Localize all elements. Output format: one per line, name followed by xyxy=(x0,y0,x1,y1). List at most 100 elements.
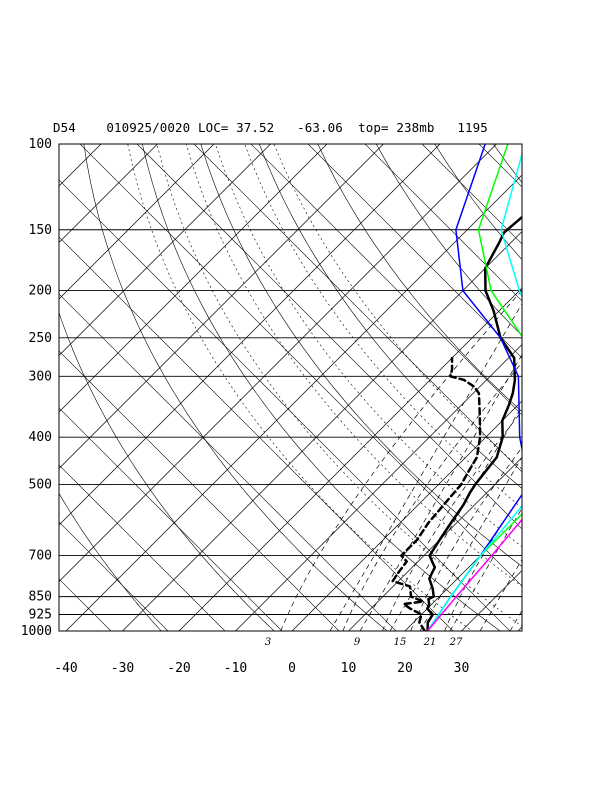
mixing-ratio-line xyxy=(509,609,522,631)
mixing-ratio-line xyxy=(389,405,522,631)
datetime: 010925/0020 xyxy=(106,120,191,135)
isotherm-line xyxy=(461,570,522,631)
pressure-tick-label: 500 xyxy=(29,477,52,492)
pressure-tick-label: 1000 xyxy=(21,624,52,639)
pressure-tick-label: 200 xyxy=(29,284,52,299)
reference-line xyxy=(79,144,522,587)
isotherm-line xyxy=(404,513,522,631)
dry-adiabat-line xyxy=(59,492,162,631)
background-lines xyxy=(0,131,612,691)
reference-line xyxy=(580,131,612,691)
reference-line xyxy=(59,407,283,631)
mixing-ratio-line xyxy=(479,558,522,631)
dry-adiabat-line xyxy=(0,144,56,641)
temperature-tick-label: -30 xyxy=(111,661,134,676)
isobars xyxy=(59,143,522,632)
plot-frame xyxy=(58,143,523,632)
reference-line xyxy=(59,350,340,631)
temperature-tick-label: 20 xyxy=(397,661,413,676)
mixing-ratio-label: 9 xyxy=(354,637,361,648)
isotherm-line xyxy=(59,144,441,526)
isotherm-line xyxy=(291,400,522,631)
mixing-ratio-line xyxy=(449,507,522,631)
latitude: 37.52 xyxy=(236,120,275,135)
reference-line xyxy=(307,144,522,359)
temperature-tick-label: 30 xyxy=(454,661,470,676)
top-value: 238mb xyxy=(396,120,435,135)
data-lines xyxy=(391,144,522,631)
dry-adiabat-line xyxy=(259,144,522,489)
reference-line xyxy=(59,464,226,631)
model-profile-line xyxy=(426,151,522,631)
pressure-tick-label: 700 xyxy=(29,549,52,564)
longitude: -63.06 xyxy=(297,120,343,135)
sounding-header: D54 010925/0020 LOC= 37.52 -63.06 top= 2… xyxy=(53,120,488,135)
temperature-tick-label: -40 xyxy=(54,661,77,676)
reference-line xyxy=(59,179,511,631)
reference-line xyxy=(250,144,522,416)
moist-adiabat-line xyxy=(273,144,522,470)
pressure-tick-label: 250 xyxy=(29,331,52,346)
pressure-tick-label: 850 xyxy=(29,590,52,605)
mixing-ratio-line xyxy=(280,290,522,631)
isotherm-line xyxy=(348,457,522,631)
model-profile-line xyxy=(426,518,522,631)
pressure-tick-label: 300 xyxy=(29,369,52,384)
mixing-ratio-labels: 3 9 15 21 27 xyxy=(265,637,463,648)
pressure-tick-label: 925 xyxy=(29,608,52,623)
isotherm-line xyxy=(575,144,612,631)
temperature-tick-label: -10 xyxy=(224,661,247,676)
isotherm-line xyxy=(59,144,158,243)
temperature-tick-label: 0 xyxy=(288,661,296,676)
dry-adiabat-line xyxy=(83,144,388,631)
mixing-ratio-line xyxy=(419,456,522,631)
temperature-axis: -40 -30 -20 -10 0 10 20 30 xyxy=(54,661,469,676)
pressure-tick-label: 150 xyxy=(29,223,52,238)
reference-line xyxy=(523,131,612,691)
isotherm-line xyxy=(59,144,271,356)
dry-adiabat-line xyxy=(434,144,522,260)
mixing-ratio-label: 15 xyxy=(394,637,407,648)
reference-line xyxy=(421,144,522,245)
reference-line xyxy=(59,236,454,631)
dry-adiabat-line xyxy=(552,144,612,641)
temperature-profile-line xyxy=(426,215,522,631)
moist-adiabat-line xyxy=(185,144,522,587)
isotherm-line xyxy=(59,144,384,469)
mixing-ratio-line xyxy=(359,354,522,631)
isotherm-line xyxy=(122,231,522,631)
reference-line xyxy=(0,131,114,691)
dry-adiabat-line xyxy=(375,144,522,337)
dry-adiabat-line xyxy=(317,144,522,413)
reference-line xyxy=(478,144,522,188)
isotherm-line xyxy=(59,144,328,413)
header-code: 1195 xyxy=(457,120,488,135)
top-label: top= xyxy=(358,120,389,135)
reference-line xyxy=(193,144,522,473)
mixing-ratio-line xyxy=(410,446,522,631)
isotherm-line xyxy=(517,626,522,631)
mixing-ratio-label: 3 xyxy=(265,637,271,648)
isotherm-line xyxy=(235,344,522,631)
dry-adiabat-line xyxy=(59,311,275,631)
moist-adiabat-line xyxy=(244,144,522,509)
station-id: D54 xyxy=(53,120,76,135)
reference-line xyxy=(59,521,169,631)
isotherm-line xyxy=(178,287,522,631)
loc-label: LOC= xyxy=(197,120,229,135)
mixing-ratio-label: 21 xyxy=(423,637,437,648)
reference-line xyxy=(59,293,397,631)
pressure-tick-label: 100 xyxy=(29,137,52,152)
mixing-ratio-line xyxy=(329,302,522,631)
isotherm-line xyxy=(59,144,215,300)
reference-line xyxy=(364,144,522,302)
moist-adiabat-line xyxy=(127,144,473,631)
dewpoint-profile-line xyxy=(391,356,482,631)
moist-adiabat-line xyxy=(215,144,522,548)
dry-adiabat-line xyxy=(492,144,522,184)
isotherm-line xyxy=(59,144,497,582)
reference-line xyxy=(136,144,522,530)
pressure-tick-label: 400 xyxy=(29,430,52,445)
temperature-tick-label: -20 xyxy=(167,661,190,676)
